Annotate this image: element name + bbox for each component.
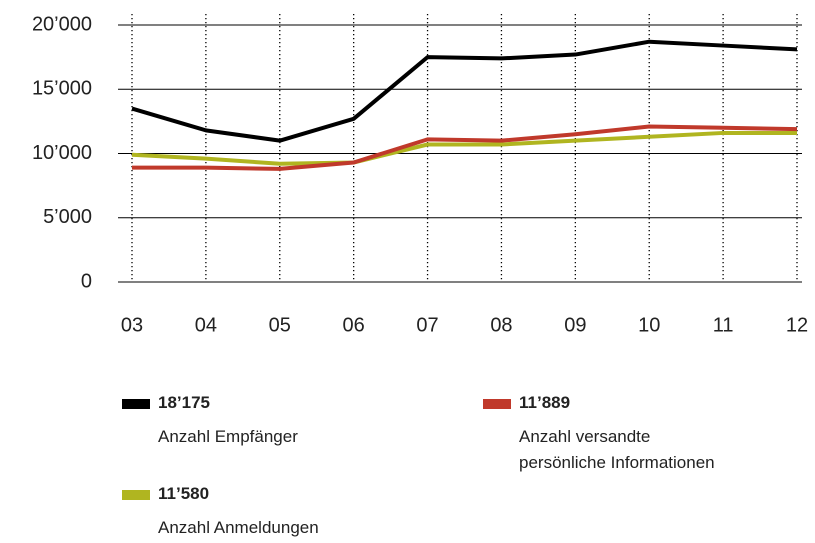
- x-tick-label: 08: [490, 314, 512, 336]
- legend-label: Anzahl versandte persönliche Information…: [519, 427, 715, 472]
- legend-total: 11’580: [158, 484, 210, 503]
- x-tick-label: 10: [638, 314, 660, 336]
- series-line: [131, 130, 797, 166]
- x-tick-label: 09: [564, 314, 586, 336]
- legend-label: Anzahl Anmeldungen: [158, 518, 319, 537]
- x-tick-label: 05: [269, 314, 291, 336]
- x-tick-label: 11: [713, 314, 734, 336]
- legend-total: 11’889: [519, 393, 571, 412]
- series-line: [132, 124, 798, 171]
- x-tick-label: 07: [416, 314, 438, 336]
- legend-label: Anzahl Empfänger: [158, 427, 298, 446]
- x-tick-label: 12: [786, 314, 808, 336]
- x-tick-label: 06: [343, 314, 365, 336]
- legend-total: 18’175: [158, 393, 210, 412]
- legend-swatch: [122, 490, 150, 500]
- legend-swatch: [483, 399, 511, 409]
- y-tick-label: 20’000: [32, 13, 92, 35]
- y-tick-label: 5’000: [43, 206, 92, 228]
- y-tick-label: 10’000: [32, 142, 92, 164]
- legend-swatch: [122, 399, 150, 409]
- x-tick-label: 04: [195, 314, 217, 336]
- chart: 0 5’000 10’000 15’000 20’000 03 04 05 06 07 08 09 10…: [32, 13, 808, 336]
- y-tick-label: 0: [81, 270, 92, 292]
- series-line: [131, 39, 798, 143]
- y-tick-label: 15’000: [32, 78, 92, 100]
- x-tick-label: 03: [121, 314, 143, 336]
